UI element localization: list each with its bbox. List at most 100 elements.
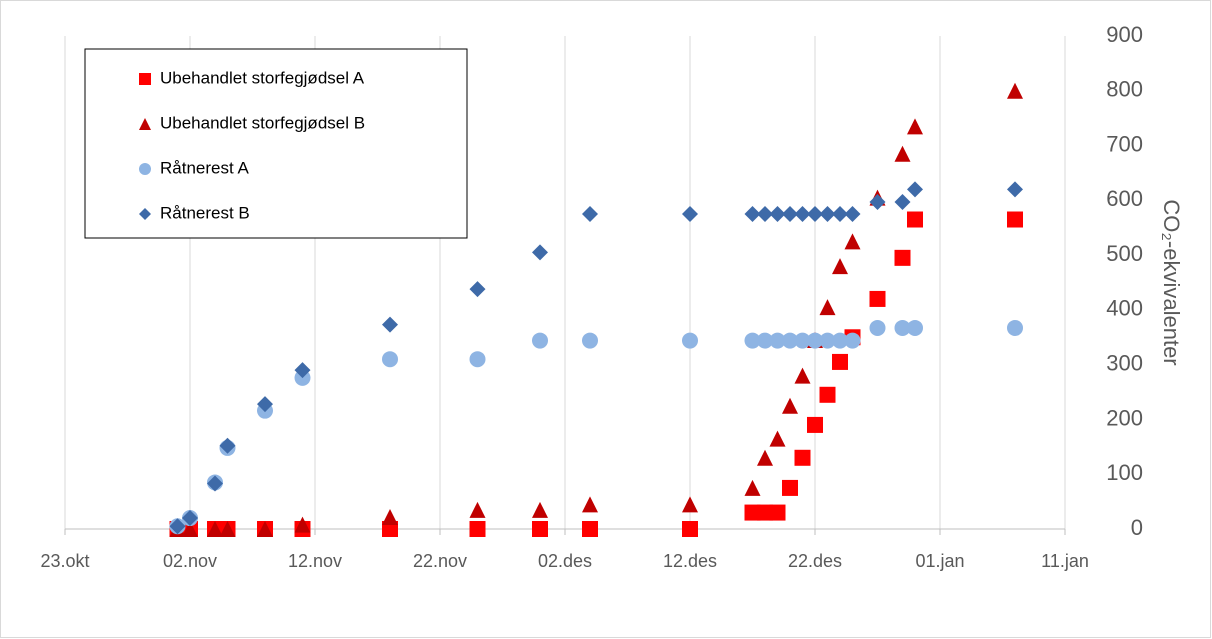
data-point [844,206,861,223]
data-point [769,430,786,447]
data-point [682,496,698,513]
data-point [819,299,836,316]
y-tick-label: 0 [1131,515,1143,540]
data-point [894,193,911,210]
data-point [294,362,311,379]
y-tick-label: 200 [1106,405,1143,430]
data-point [794,206,811,223]
data-point [907,211,923,228]
data-point [894,145,911,162]
data-point [869,290,886,307]
data-point [844,332,861,349]
data-point [219,521,236,537]
data-point [469,521,486,537]
legend-marker [139,208,151,220]
legend-marker [139,73,151,85]
y-tick-label: 700 [1106,131,1143,156]
x-tick-label: 12.nov [288,551,342,571]
data-point [682,521,698,537]
data-point [257,521,273,537]
data-point [869,319,886,336]
data-point [744,479,761,496]
x-tick-label: 02.nov [163,551,217,571]
data-point [832,206,848,223]
data-point [1007,211,1023,228]
x-tick-label: 22.des [788,551,842,571]
data-point [382,351,398,368]
data-point [382,316,398,333]
data-point [582,496,598,513]
y-tick-label: 500 [1106,241,1143,266]
data-point [682,332,698,349]
data-point [757,332,773,349]
x-tick-label: 02.des [538,551,592,571]
data-point [532,244,548,261]
legend-label: Råtnerest B [160,203,250,222]
data-point [807,332,823,349]
data-point [207,521,223,537]
data-point [1007,319,1023,336]
data-point [807,416,823,433]
data-point [769,504,786,521]
x-tick-label: 12.des [663,551,717,571]
data-point [757,504,773,521]
data-point [794,367,811,384]
y-tick-label: 100 [1106,460,1143,485]
data-point [382,521,398,537]
data-point [844,233,861,250]
data-point [207,475,223,492]
data-point [782,206,798,223]
data-point [869,193,886,210]
y-axis-label: CO₂-ekvivalenter [1159,199,1184,365]
data-point [819,206,836,223]
data-point [769,206,786,223]
x-tick-label: 23.okt [40,551,89,571]
data-point [832,332,848,349]
data-point [169,518,186,535]
data-point [894,249,911,266]
data-point [532,521,548,537]
y-tick-label: 600 [1106,186,1143,211]
data-point [907,181,923,198]
data-point [294,516,311,533]
data-point [532,332,548,349]
data-point [1007,181,1023,198]
legend-label: Ubehandlet storfegjødsel A [160,68,365,87]
legend-label: Råtnerest A [160,158,249,177]
data-point [782,479,798,496]
y-tick-label: 800 [1106,77,1143,102]
data-point [182,521,198,537]
data-point [794,449,811,466]
data-point [469,501,486,518]
data-point [744,332,761,349]
legend-label: Ubehandlet storfegjødsel B [160,113,365,132]
y-tick-label: 900 [1106,22,1143,47]
data-point [794,332,811,349]
data-point [782,397,798,414]
data-point [469,281,486,298]
data-point [182,510,198,527]
data-point [469,351,486,368]
data-point [757,449,773,466]
data-point [907,319,923,336]
data-point [1007,82,1023,99]
data-point [582,521,598,537]
data-point [782,332,798,349]
data-point [257,396,273,413]
data-point [894,319,911,336]
data-point [819,332,836,349]
data-point [807,206,823,223]
y-tick-label: 300 [1106,350,1143,375]
data-point [582,332,598,349]
data-point [382,508,398,525]
x-tick-label: 11.jan [1041,551,1089,571]
legend-marker [139,118,151,130]
data-point [819,386,836,403]
x-tick-label: 01.jan [915,551,964,571]
x-tick-label: 22.nov [413,551,467,571]
data-point [532,501,548,518]
data-point [832,258,848,275]
data-point [757,206,773,223]
y-tick-label: 400 [1106,296,1143,321]
